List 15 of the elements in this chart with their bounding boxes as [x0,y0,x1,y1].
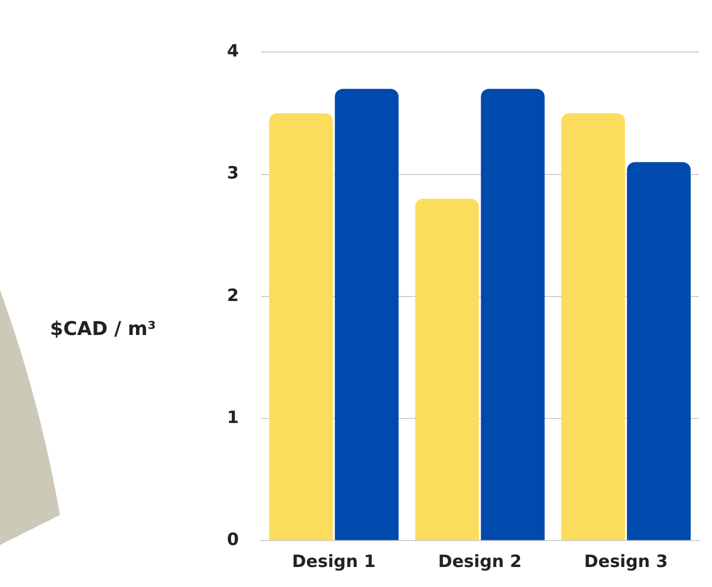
y-tick-label: 3 [226,164,239,184]
x-tick-label: Design 1 [292,552,376,572]
y-tick-label: 1 [226,408,239,428]
bar [415,198,479,540]
bar [626,162,691,540]
y-tick-label: 2 [226,286,239,306]
bar [334,88,399,540]
y-tick-label: 0 [226,530,239,550]
bar [561,113,625,540]
bar [480,88,545,540]
bar [269,113,333,540]
x-tick-label: Design 3 [584,552,668,572]
x-tick-label: Design 2 [438,552,522,572]
y-axis-title: $CAD / m³ [50,318,156,340]
y-tick-label: 4 [226,42,239,62]
